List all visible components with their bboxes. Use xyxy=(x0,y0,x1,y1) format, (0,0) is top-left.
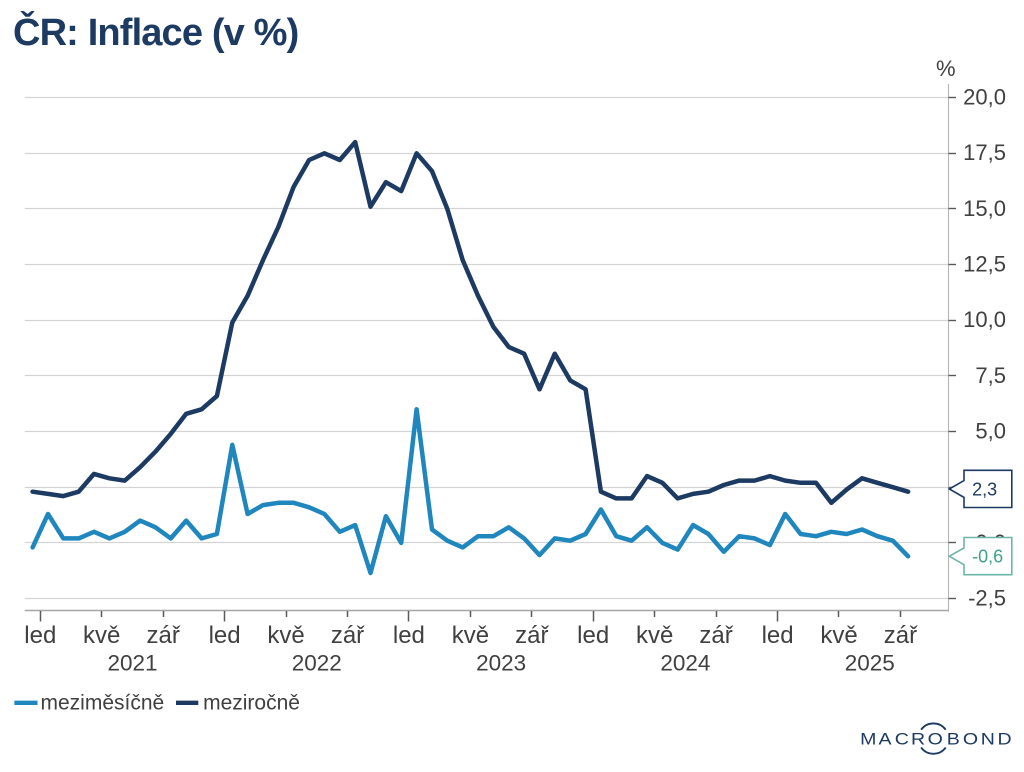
svg-text:20,0: 20,0 xyxy=(963,85,1006,110)
svg-text:kvě: kvě xyxy=(636,622,673,649)
svg-text:led: led xyxy=(393,622,425,649)
svg-text:D: D xyxy=(997,729,1011,748)
svg-text:10,0: 10,0 xyxy=(963,307,1006,332)
svg-text:M: M xyxy=(860,729,876,748)
svg-text:2021: 2021 xyxy=(107,650,157,675)
svg-text:kvě: kvě xyxy=(267,622,304,649)
svg-text:12,5: 12,5 xyxy=(963,252,1006,277)
svg-text:led: led xyxy=(762,622,794,649)
svg-text:17,5: 17,5 xyxy=(963,140,1006,165)
svg-text:kvě: kvě xyxy=(820,622,857,649)
svg-text:15,0: 15,0 xyxy=(963,196,1006,221)
svg-text:zář: zář xyxy=(147,622,181,649)
svg-text:zář: zář xyxy=(699,622,733,649)
svg-text:C: C xyxy=(895,729,909,748)
svg-text:zář: zář xyxy=(884,622,918,649)
svg-text:kvě: kvě xyxy=(83,622,120,649)
svg-text:led: led xyxy=(577,622,609,649)
svg-text:2,3: 2,3 xyxy=(972,479,997,499)
svg-text:R: R xyxy=(911,729,925,748)
svg-text:led: led xyxy=(24,622,56,649)
svg-text:meziměsíčně: meziměsíčně xyxy=(41,692,165,715)
svg-text:A: A xyxy=(878,729,892,748)
svg-text:meziročně: meziročně xyxy=(203,692,300,715)
svg-text:%: % xyxy=(936,56,956,81)
svg-text:7,5: 7,5 xyxy=(975,363,1006,388)
svg-text:zář: zář xyxy=(331,622,365,649)
svg-text:-0,6: -0,6 xyxy=(972,547,1003,567)
svg-text:2024: 2024 xyxy=(660,650,710,675)
svg-text:kvě: kvě xyxy=(452,622,489,649)
svg-text:2022: 2022 xyxy=(292,650,342,675)
svg-text:-2,5: -2,5 xyxy=(968,586,1006,611)
svg-text:2025: 2025 xyxy=(845,650,895,675)
svg-text:N: N xyxy=(981,729,995,748)
svg-text:zář: zář xyxy=(515,622,549,649)
svg-text:2023: 2023 xyxy=(476,650,526,675)
svg-text:O: O xyxy=(928,729,943,748)
svg-text:led: led xyxy=(209,622,241,649)
svg-text:O: O xyxy=(963,729,978,748)
svg-text:B: B xyxy=(947,729,960,748)
svg-text:5,0: 5,0 xyxy=(975,419,1006,444)
